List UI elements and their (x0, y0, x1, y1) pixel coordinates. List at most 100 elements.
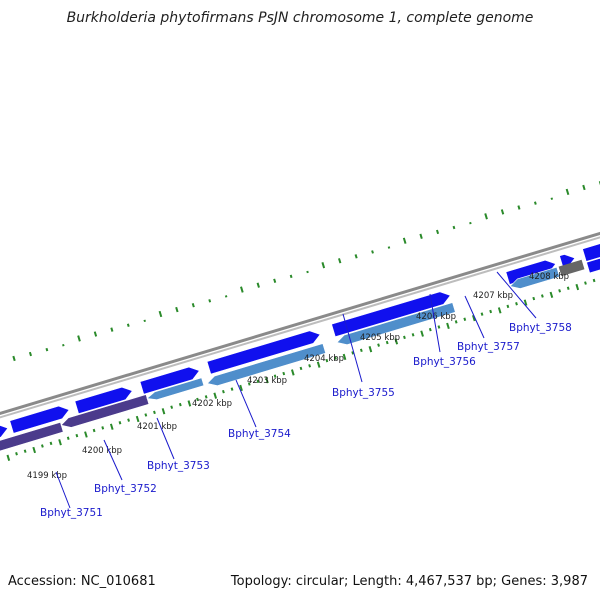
reverse-cds (206, 343, 327, 386)
map-title: Burkholderia phytofirmans PsJN chromosom… (66, 10, 534, 26)
gc-tick (282, 371, 286, 376)
gc-tick (109, 423, 114, 430)
gc-tick (463, 317, 467, 321)
gc-tick (306, 270, 309, 274)
forward-cds (582, 243, 600, 262)
gene-label: Bphyt_3758 (509, 322, 572, 334)
reverse-cds (0, 421, 64, 452)
gc-tick (387, 246, 391, 249)
scale-tick-label: 4202 kbp (192, 399, 232, 409)
gc-tick (540, 294, 544, 298)
gc-tick (247, 382, 251, 386)
gene-label: Bphyt_3754 (228, 428, 291, 440)
gc-tick (32, 446, 37, 454)
gc-tick (222, 389, 225, 394)
gc-tick (419, 233, 423, 240)
gc-tick (187, 400, 192, 407)
gc-tick (240, 286, 244, 293)
gc-tick (452, 225, 456, 230)
gc-tick (208, 299, 212, 303)
scale-tick-label: 4206 kbp (416, 312, 456, 322)
scale-tick-label: 4201 kbp (137, 422, 177, 432)
gc-tick (411, 333, 415, 337)
gc-tick (377, 343, 380, 347)
gc-tick (566, 286, 570, 290)
gc-tick (127, 418, 130, 422)
gene-label: Bphyt_3757 (457, 341, 520, 353)
gc-tick (40, 444, 44, 448)
gc-tick (351, 351, 355, 355)
gc-tick (239, 384, 243, 392)
gene-label: Bphyt_3751 (40, 507, 103, 519)
gc-tick (289, 274, 293, 279)
gc-tick (532, 296, 536, 301)
forward-cds (139, 366, 200, 395)
gc-tick (12, 355, 16, 362)
gc-tick (273, 374, 277, 378)
gc-tick (517, 205, 521, 210)
gc-tick (256, 379, 260, 384)
gc-tick (497, 307, 502, 314)
gc-tick (558, 289, 561, 293)
gene-leader-line (496, 271, 537, 319)
gc-tick (394, 338, 399, 345)
scale-tick-label: 4200 kbp (82, 446, 122, 456)
gc-tick (75, 433, 79, 438)
gene-leader-line (235, 379, 257, 428)
gc-tick (58, 439, 62, 446)
gc-tick (28, 351, 32, 357)
gc-tick (428, 327, 432, 332)
other-feature (558, 259, 585, 277)
gc-tick (178, 402, 182, 407)
inner-gc-ticks (6, 278, 596, 461)
gc-tick (6, 454, 11, 461)
gc-tick (308, 364, 312, 368)
gc-tick (515, 302, 518, 306)
gc-tick (489, 309, 493, 314)
gc-tick (191, 302, 195, 308)
gc-tick (77, 335, 81, 342)
gc-tick (23, 449, 27, 453)
gene-leader-line (156, 417, 175, 460)
backbone-line (0, 231, 600, 415)
scale-tick-label: 4199 kbp (27, 471, 67, 481)
gc-tick (196, 397, 199, 402)
gc-tick (469, 221, 472, 225)
gc-tick (143, 319, 146, 323)
gc-tick (403, 335, 406, 340)
gc-tick (316, 361, 321, 368)
gc-tick (325, 358, 329, 363)
scale-tick-label: 4208 kbp (529, 272, 569, 282)
gc-tick (45, 347, 49, 352)
gc-tick (110, 327, 114, 332)
forward-cds (586, 258, 600, 274)
forward-cds (331, 291, 451, 338)
gc-tick (84, 431, 88, 438)
gc-tick (290, 369, 295, 376)
gc-tick (224, 295, 228, 298)
gc-tick (371, 250, 374, 254)
reverse-cds (60, 394, 150, 428)
scale-tick-label: 4205 kbp (360, 333, 400, 343)
gc-tick (66, 436, 70, 440)
gc-tick (299, 366, 303, 371)
gc-tick (354, 254, 358, 259)
gc-tick (436, 229, 440, 235)
gc-tick (92, 428, 96, 433)
gc-tick (213, 392, 218, 399)
gc-tick (334, 356, 337, 360)
gc-tick (550, 197, 554, 200)
gc-tick (273, 278, 277, 283)
gc-tick (359, 348, 363, 353)
forward-cds (74, 386, 133, 415)
gc-tick (161, 408, 166, 415)
gc-tick (175, 306, 179, 313)
gc-tick (265, 377, 269, 384)
reverse-cds (509, 266, 560, 289)
gc-tick (230, 387, 234, 391)
gc-tick (49, 441, 53, 446)
gene-label: Bphyt_3755 (332, 387, 395, 399)
gc-tick (144, 413, 148, 417)
gc-tick (118, 420, 122, 425)
